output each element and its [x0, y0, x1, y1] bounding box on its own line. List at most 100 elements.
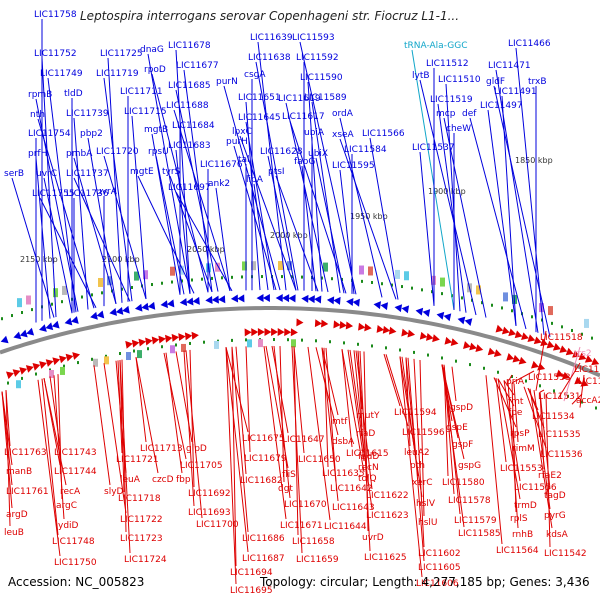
forward-gene-arrow	[179, 298, 188, 307]
leader-line	[137, 175, 195, 294]
scale-label: 2050 kbp	[187, 245, 225, 254]
top-gene-label-lic11725: LIC11725	[100, 49, 143, 59]
scale-tick	[181, 279, 183, 283]
top-gene-label-lic11651: LIC11651	[238, 93, 281, 103]
bottom-gene-label-lic11625: LIC11625	[364, 553, 407, 563]
reverse-gene-arrow	[59, 355, 67, 364]
forward-gene-arrow	[346, 298, 354, 307]
reverse-gene-arrow	[158, 335, 166, 344]
feature-block	[126, 352, 131, 361]
leader-line	[103, 363, 127, 514]
top-gene-label-lic11491: LIC11491	[494, 87, 537, 97]
leader-line	[441, 364, 465, 528]
forward-gene-arrow	[262, 293, 270, 302]
forward-gene-arrow	[166, 299, 175, 308]
bottom-gene-label-rpsp: rpsP	[510, 429, 530, 439]
leader-line	[339, 117, 383, 298]
forward-gene-arrow	[352, 298, 360, 307]
forward-gene-arrow	[160, 300, 168, 309]
bottom-gene-label-tagd: tagD	[544, 491, 566, 501]
scale-tick	[401, 285, 403, 289]
scale-tick	[231, 338, 233, 342]
reverse-gene-arrow	[531, 360, 539, 369]
bottom-gene-label-fpe: fpe	[508, 408, 523, 418]
scale-tick	[321, 276, 323, 280]
scale-tick	[49, 368, 51, 372]
bottom-gene-label-lic11713: LIC11713	[140, 444, 183, 454]
reverse-gene-arrow	[171, 333, 180, 342]
leader-line	[271, 345, 289, 434]
reverse-gene-arrow	[314, 319, 323, 328]
forward-gene-arrow	[436, 311, 445, 320]
bottom-gene-label-uvrd: uvrD	[362, 533, 384, 543]
bottom-gene-label-hslv: hslV	[416, 499, 436, 509]
feature-block	[16, 380, 21, 389]
leader-line	[503, 380, 521, 482]
scale-tick	[133, 349, 135, 353]
scale-tick	[191, 278, 193, 282]
top-gene-label-gldf: gldF	[486, 77, 505, 87]
forward-gene-arrow	[141, 302, 149, 311]
scale-tick	[531, 315, 533, 319]
bottom-gene-label-lic11578: LIC11578	[448, 496, 491, 506]
top-gene-label-lic11639: LIC11639	[250, 33, 293, 43]
scale-tick	[421, 288, 423, 292]
forward-gene-arrow	[256, 294, 264, 303]
bottom-gene-label-lic11686: LIC11686	[242, 534, 285, 544]
top-gene-label-lic11711: LIC11711	[120, 87, 163, 97]
leader-line	[239, 135, 297, 291]
bottom-gene-label-lic11536: LIC11536	[540, 450, 583, 460]
feature-block	[323, 262, 328, 272]
leader-line	[451, 366, 457, 402]
reverse-gene-arrow	[508, 328, 517, 337]
leader-line	[493, 377, 517, 428]
bottom-gene-label-lic11643: LIC11643	[332, 503, 375, 513]
leader-line	[437, 103, 467, 313]
scale-tick	[161, 281, 163, 285]
scale-tick	[287, 338, 289, 342]
forward-gene-arrow	[39, 324, 47, 332]
leader-line	[443, 364, 455, 495]
top-gene-label-lic11590: LIC11590	[300, 73, 343, 83]
bottom-gene-label-lic11622: LIC11622	[366, 491, 409, 501]
reverse-gene-arrow	[72, 352, 81, 360]
feature-block	[215, 262, 220, 272]
leader-line	[175, 351, 193, 443]
bottom-gene-label-lic11518: LIC11518	[540, 333, 583, 343]
forward-gene-arrow	[237, 294, 245, 303]
topology-label: Topology: circular; Length: 4,277,185 bp…	[260, 575, 590, 589]
bottom-gene-label-flis: fliS	[282, 470, 296, 480]
feature-block	[137, 350, 142, 359]
top-gene-label-trxb: trxB	[528, 77, 547, 87]
scale-tick	[343, 341, 345, 345]
leader-line	[155, 155, 185, 295]
feature-block	[98, 277, 103, 287]
top-gene-label-mcp: mcp	[436, 109, 456, 119]
top-gene-label-uvra: uvrA	[96, 187, 118, 197]
reverse-gene-arrow	[469, 342, 477, 351]
bottom-gene-label-lic11761: LIC11761	[6, 487, 49, 497]
scale-tick	[427, 353, 429, 357]
reverse-gene-arrow	[296, 318, 304, 327]
bottom-gene-label-rnhb: rnhB	[512, 530, 533, 540]
leader-line	[497, 378, 521, 500]
bottom-gene-label-lic11687: LIC11687	[242, 554, 285, 564]
scale-tick	[211, 276, 213, 280]
reverse-gene-arrow	[178, 333, 186, 342]
leader-line	[5, 390, 11, 527]
reverse-gene-arrow	[138, 338, 147, 347]
reverse-gene-arrow	[339, 321, 347, 329]
bottom-gene-label-lic11743: LIC11743	[54, 448, 97, 458]
leader-line	[507, 374, 513, 382]
leader-line	[107, 57, 123, 303]
bottom-gene-label-leua: leuA	[120, 475, 141, 485]
bottom-gene-label-leua2: leuA2	[404, 448, 430, 458]
reverse-gene-arrow	[425, 332, 434, 341]
leader-line	[321, 347, 339, 502]
top-gene-label-trna-ala-ggc: tRNA-Ala-GGC	[404, 41, 468, 51]
bottom-gene-label-lic11623: LIC11623	[366, 511, 409, 521]
bottom-gene-label-rfae2: rfaE2	[538, 471, 562, 481]
bottom-gene-label-leub: leuB	[4, 528, 24, 538]
scale-tick	[483, 366, 485, 370]
scale-tick	[201, 277, 203, 281]
